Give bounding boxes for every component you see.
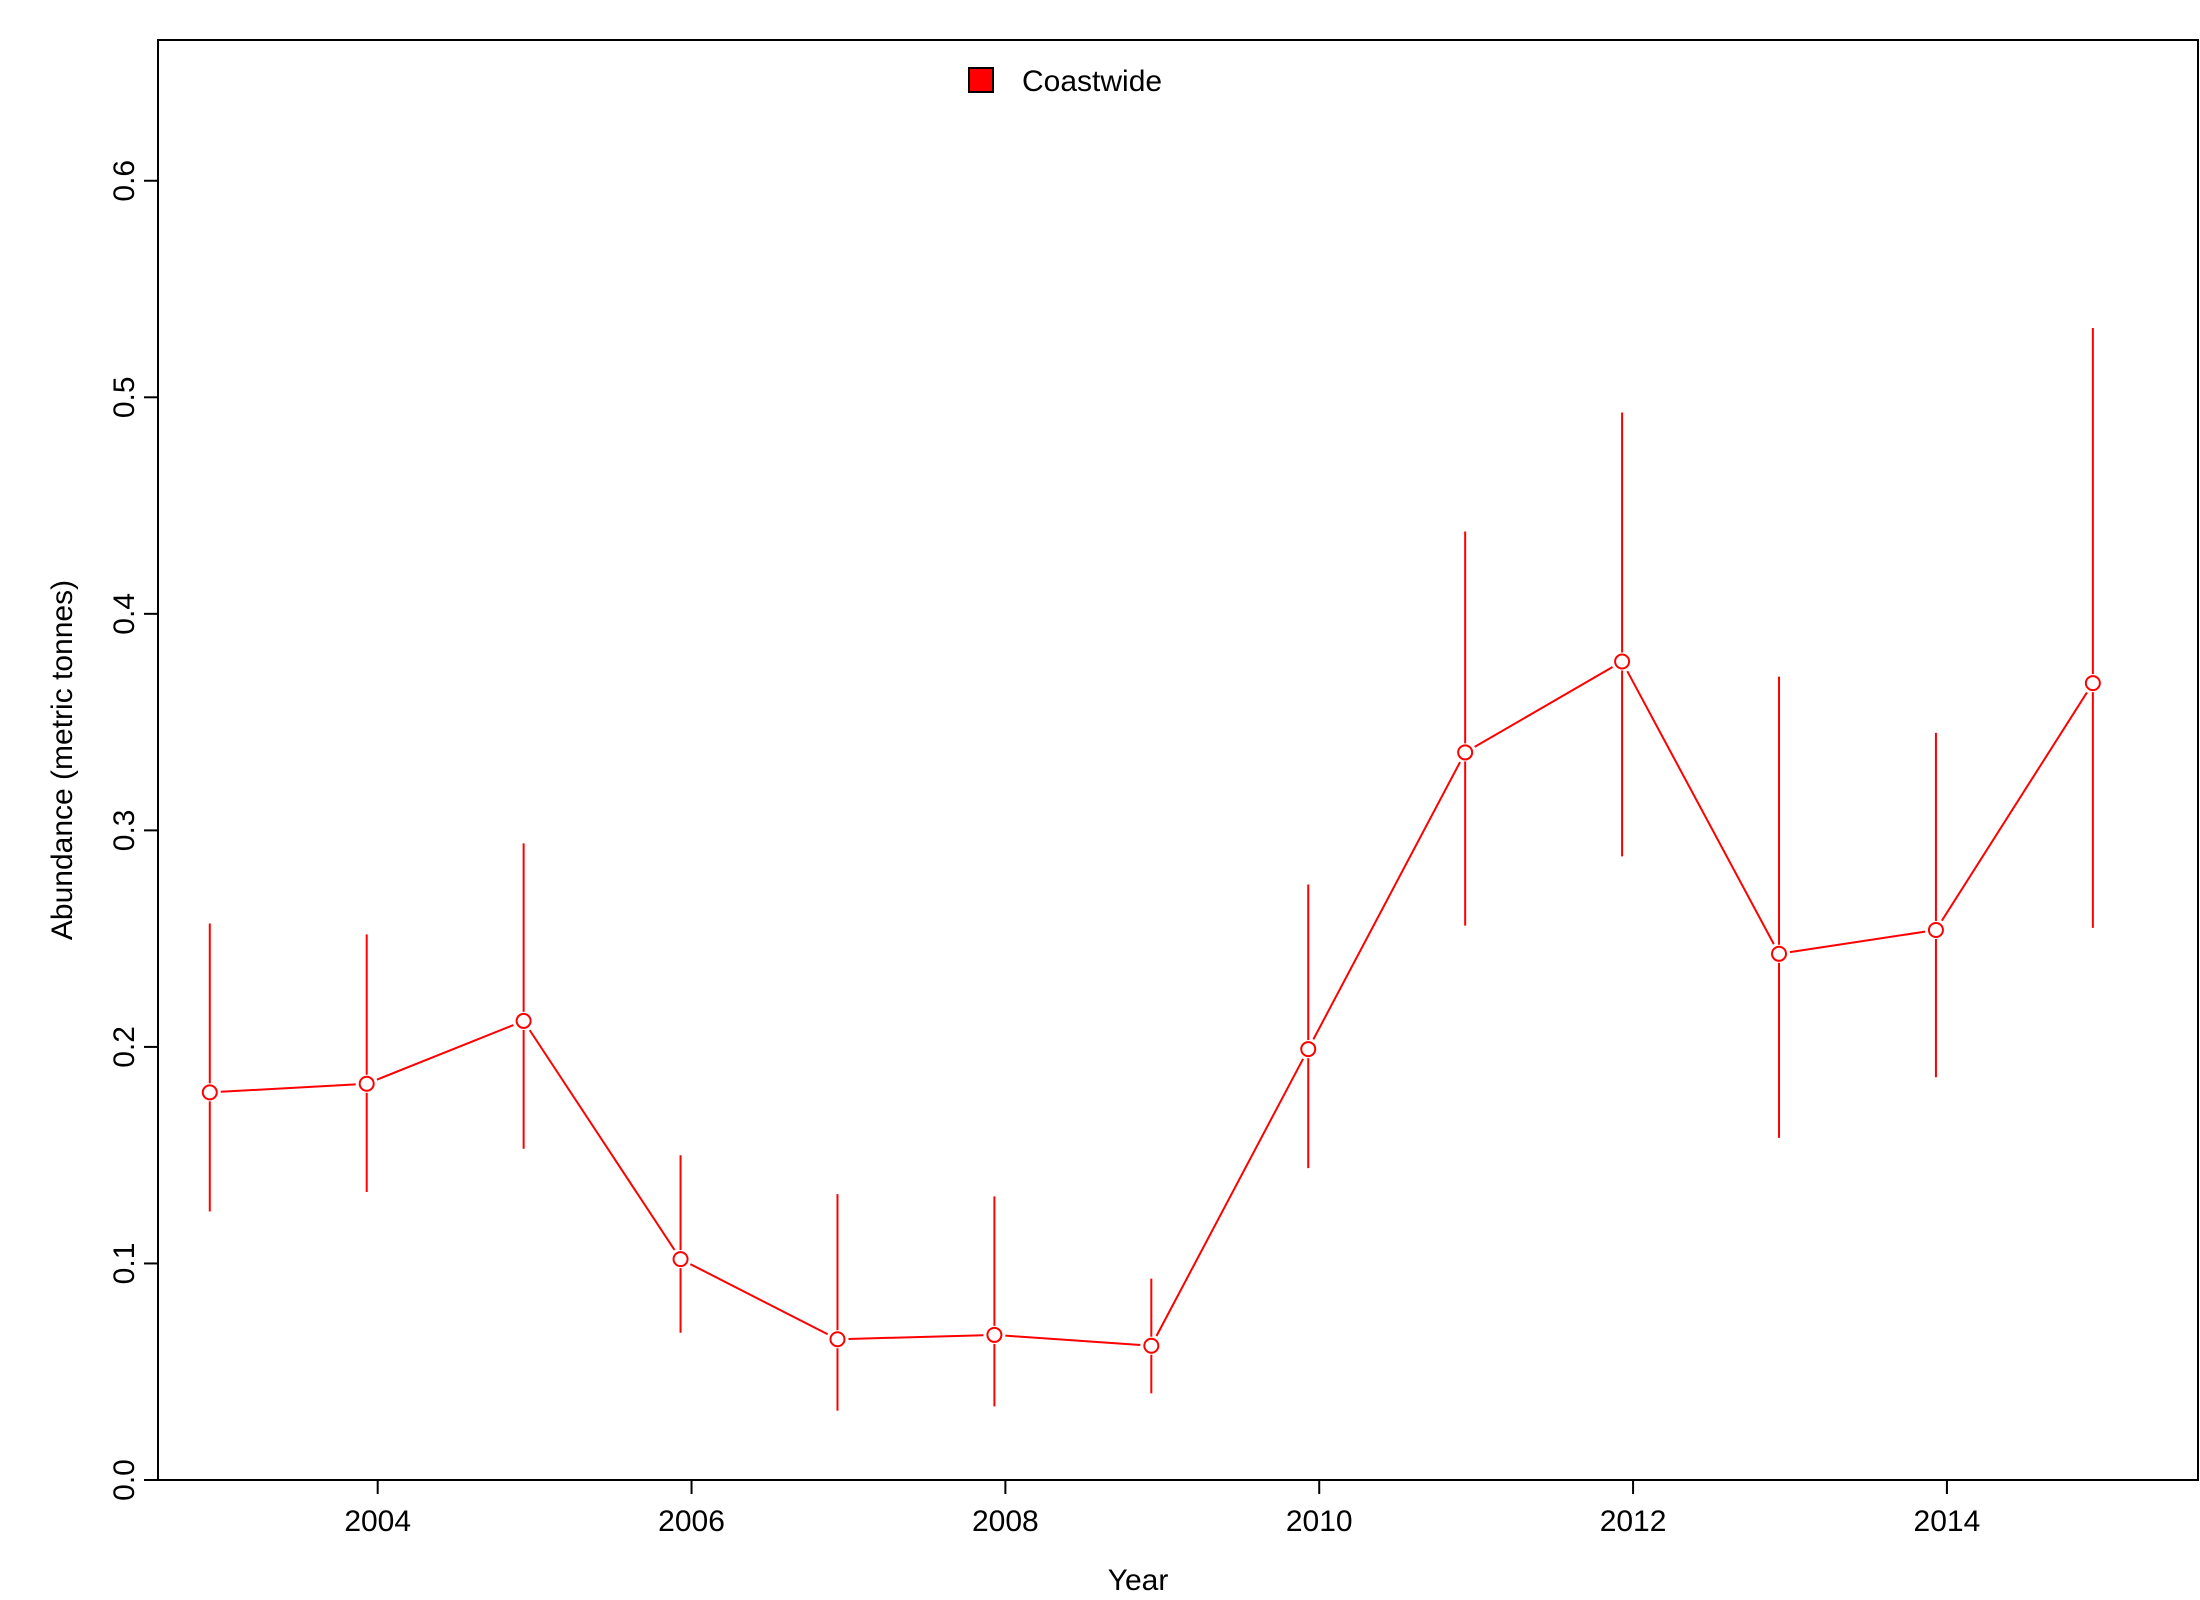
y-tick-label-0.5: 0.5 <box>108 376 141 418</box>
series-layer <box>201 328 2101 1411</box>
x-tick-label-2008: 2008 <box>972 1505 1039 1538</box>
data-point-0-2 <box>515 1012 532 1029</box>
y-tick-label-0.6: 0.6 <box>108 160 141 202</box>
data-point-0-9 <box>1614 653 1631 670</box>
x-axis: 2004 2006 2008 2010 2012 2014 <box>344 1480 1980 1538</box>
data-point-0-8 <box>1457 744 1474 761</box>
series-line-segment-0-5 <box>1005 1334 1141 1346</box>
legend-swatch <box>968 67 994 93</box>
data-point-0-7 <box>1300 1041 1317 1058</box>
series-line-segment-0-8 <box>1474 666 1614 748</box>
x-tick-label-2010: 2010 <box>1286 1505 1353 1538</box>
x-tick-label-2006: 2006 <box>658 1505 725 1538</box>
series-line-segment-0-7 <box>1312 761 1461 1040</box>
series-line-segment-0-0 <box>220 1083 356 1093</box>
data-point-0-0 <box>201 1084 218 1101</box>
y-tick-label-0.4: 0.4 <box>108 593 141 635</box>
series-line-segment-0-9 <box>1626 670 1775 945</box>
series-line-segment-0-10 <box>1789 930 1926 954</box>
data-point-0-12 <box>2084 675 2101 692</box>
series-line-segment-0-2 <box>528 1029 676 1251</box>
series-line-segment-0-3 <box>689 1263 829 1336</box>
legend-label-coastwide: Coastwide <box>1022 65 1162 98</box>
x-tick-label-2012: 2012 <box>1600 1505 1667 1538</box>
data-point-0-4 <box>829 1331 846 1348</box>
y-tick-label-0.3: 0.3 <box>108 810 141 852</box>
data-point-0-1 <box>358 1075 375 1092</box>
data-point-0-11 <box>1927 921 1944 938</box>
plot-frame <box>157 39 2199 1481</box>
y-axis: 0.0 0.1 0.2 0.3 0.4 0.5 0.6 <box>108 160 158 1501</box>
y-tick-label-0.1: 0.1 <box>108 1243 141 1285</box>
y-tick-label-0.0: 0.0 <box>108 1459 141 1501</box>
series-line-segment-0-1 <box>376 1024 514 1081</box>
y-tick-label-0.2: 0.2 <box>108 1026 141 1068</box>
y-axis-title: Abundance (metric tonnes) <box>46 580 79 940</box>
data-point-0-6 <box>1143 1337 1160 1354</box>
series-line-segment-0-11 <box>1940 691 2088 922</box>
legend: Coastwide <box>968 65 1162 98</box>
series-line-segment-0-6 <box>1155 1058 1304 1337</box>
x-axis-title: Year <box>1108 1564 1169 1597</box>
x-tick-label-2004: 2004 <box>344 1505 411 1538</box>
data-point-0-10 <box>1771 945 1788 962</box>
series-line-segment-0-4 <box>848 1334 984 1340</box>
x-tick-label-2014: 2014 <box>1914 1505 1981 1538</box>
data-point-0-3 <box>672 1251 689 1268</box>
data-point-0-5 <box>986 1326 1003 1343</box>
